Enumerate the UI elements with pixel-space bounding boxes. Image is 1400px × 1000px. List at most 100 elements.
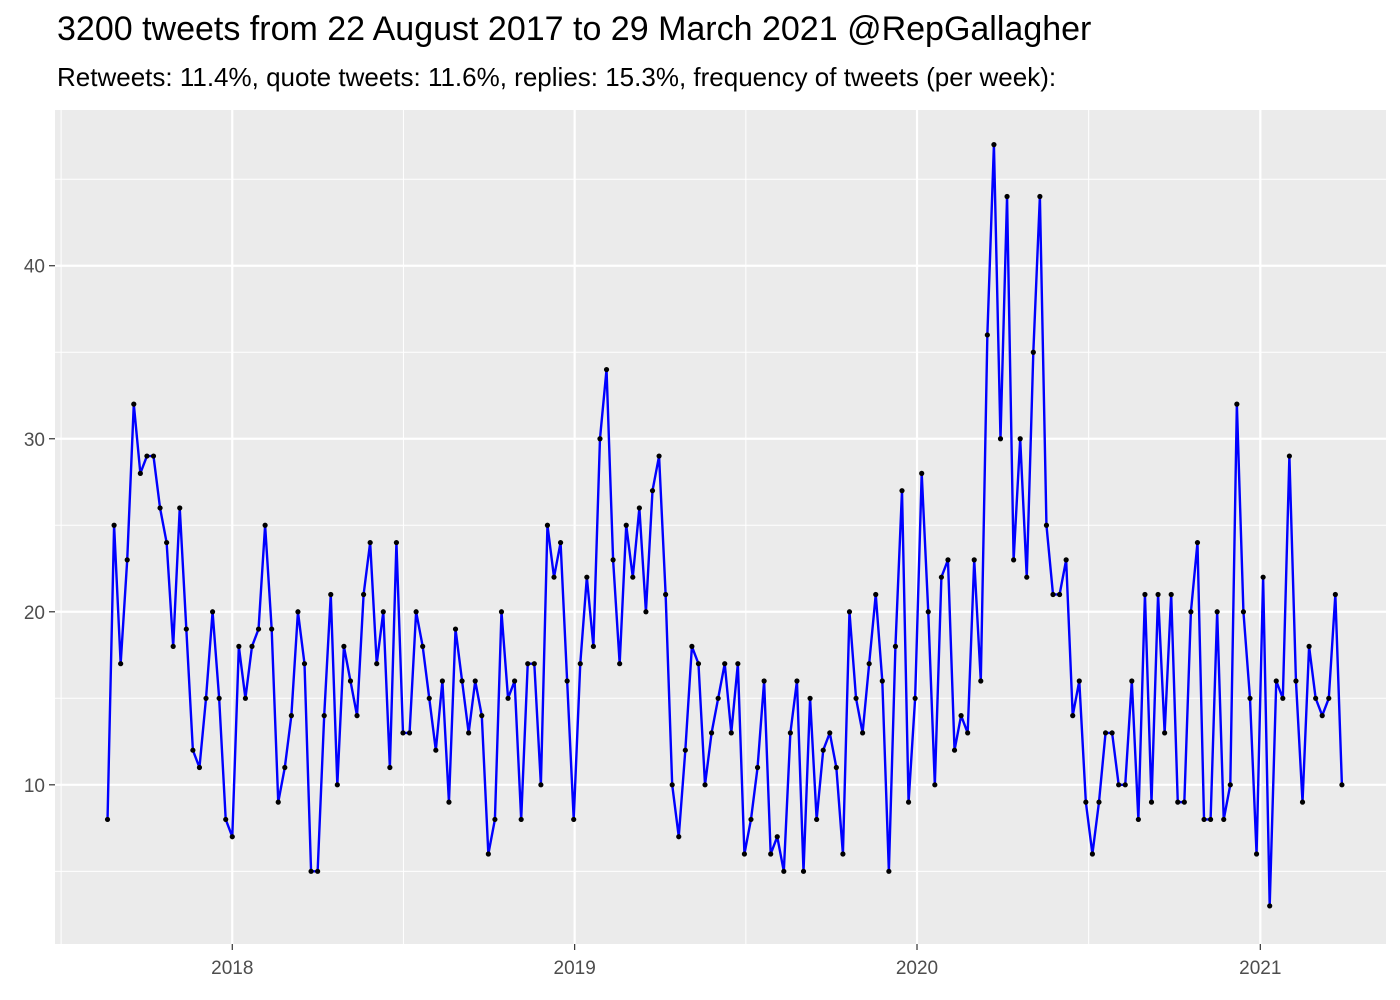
data-point bbox=[663, 591, 669, 598]
data-point bbox=[420, 643, 426, 649]
data-point bbox=[334, 782, 340, 788]
data-point bbox=[209, 609, 216, 615]
data-point bbox=[1063, 557, 1069, 563]
data-point bbox=[590, 643, 597, 649]
data-point bbox=[374, 661, 380, 667]
x-tick-label: 2018 bbox=[211, 958, 253, 979]
data-point bbox=[1267, 903, 1273, 909]
data-point bbox=[144, 453, 150, 459]
data-point bbox=[833, 764, 839, 771]
data-point bbox=[150, 453, 157, 459]
data-point bbox=[1135, 816, 1141, 823]
y-tick-label: 40 bbox=[24, 257, 45, 278]
data-point bbox=[183, 626, 189, 632]
data-point bbox=[406, 730, 413, 736]
data-point bbox=[702, 782, 708, 788]
data-point bbox=[1142, 591, 1148, 598]
data-point bbox=[669, 782, 675, 788]
data-point bbox=[728, 730, 734, 736]
data-point bbox=[472, 678, 478, 684]
data-point bbox=[610, 557, 616, 563]
data-point bbox=[1148, 799, 1155, 805]
data-point bbox=[1221, 816, 1227, 823]
data-point bbox=[1109, 730, 1115, 736]
data-point bbox=[1070, 713, 1076, 719]
data-point bbox=[919, 470, 925, 476]
data-point bbox=[459, 678, 465, 684]
x-tick-label: 2020 bbox=[896, 958, 938, 979]
plot-panel bbox=[55, 110, 1386, 944]
data-point bbox=[387, 764, 393, 771]
data-point bbox=[820, 747, 826, 753]
data-point bbox=[1181, 799, 1187, 805]
data-point bbox=[1273, 678, 1279, 684]
y-tick-label: 30 bbox=[24, 430, 45, 451]
data-point bbox=[965, 730, 971, 736]
data-point bbox=[1306, 643, 1312, 649]
data-point bbox=[899, 488, 905, 494]
data-point bbox=[623, 522, 629, 528]
data-point bbox=[1194, 539, 1201, 546]
data-point bbox=[111, 522, 117, 528]
data-point bbox=[564, 678, 570, 684]
data-point bbox=[708, 730, 715, 736]
data-point bbox=[446, 799, 452, 805]
data-point bbox=[840, 851, 846, 857]
chart-title: 3200 tweets from 22 August 2017 to 29 Ma… bbox=[57, 10, 1092, 48]
data-point bbox=[938, 574, 944, 580]
data-point bbox=[781, 868, 787, 874]
minor-gridlines bbox=[55, 110, 1386, 944]
data-point bbox=[1037, 193, 1043, 200]
data-point bbox=[360, 591, 367, 598]
data-point bbox=[1188, 609, 1194, 615]
data-point bbox=[656, 453, 662, 459]
data-point bbox=[603, 366, 610, 373]
data-point bbox=[748, 816, 754, 823]
data-point bbox=[682, 747, 688, 753]
data-point bbox=[958, 713, 964, 719]
data-point bbox=[236, 643, 242, 649]
data-point bbox=[295, 609, 301, 615]
data-point bbox=[452, 626, 459, 632]
data-point bbox=[328, 591, 334, 598]
data-point bbox=[715, 695, 721, 701]
data-point bbox=[544, 522, 551, 528]
data-point bbox=[1116, 782, 1122, 788]
data-point bbox=[1234, 401, 1240, 407]
data-point bbox=[190, 747, 196, 753]
data-point bbox=[886, 868, 892, 874]
data-point bbox=[479, 713, 485, 719]
data-point bbox=[689, 643, 695, 649]
data-point bbox=[492, 816, 498, 823]
data-point bbox=[104, 816, 111, 823]
x-tick-label: 2019 bbox=[554, 958, 596, 979]
major-gridlines bbox=[55, 110, 1386, 944]
data-point bbox=[393, 539, 400, 546]
data-point bbox=[945, 557, 951, 563]
data-point bbox=[1207, 816, 1214, 823]
data-point bbox=[577, 661, 583, 667]
data-point bbox=[860, 730, 866, 736]
data-point bbox=[1129, 678, 1135, 684]
tick-labels: 2018 2019 2020 2021 10 20 30 40 bbox=[24, 257, 1282, 979]
data-point bbox=[1102, 730, 1109, 736]
data-point bbox=[269, 626, 275, 632]
data-point bbox=[512, 678, 518, 684]
data-point bbox=[873, 591, 879, 598]
data-point bbox=[367, 539, 373, 546]
data-point bbox=[636, 505, 642, 511]
data-point bbox=[282, 764, 288, 771]
data-point bbox=[124, 557, 130, 563]
data-point bbox=[879, 678, 885, 684]
data-point bbox=[164, 539, 170, 546]
data-point bbox=[1155, 591, 1161, 598]
data-point bbox=[341, 643, 347, 649]
data-point bbox=[118, 661, 124, 667]
data-point bbox=[315, 868, 321, 874]
data-point bbox=[768, 851, 774, 857]
data-point bbox=[866, 661, 872, 667]
data-point bbox=[571, 816, 577, 823]
chart-subtitle: Retweets: 11.4%, quote tweets: 11.6%, re… bbox=[57, 62, 1057, 92]
data-point bbox=[991, 142, 997, 148]
data-point bbox=[584, 574, 590, 580]
